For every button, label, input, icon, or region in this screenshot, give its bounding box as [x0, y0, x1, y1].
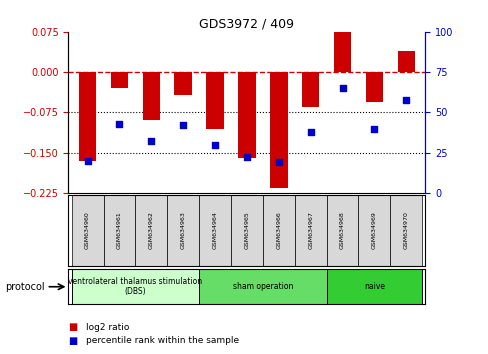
- Text: GSM634960: GSM634960: [85, 211, 90, 249]
- Bar: [206, 72, 224, 129]
- Text: GSM634963: GSM634963: [181, 211, 185, 249]
- Bar: [167, 195, 199, 266]
- Point: [243, 155, 250, 160]
- Bar: [333, 28, 350, 72]
- Bar: [135, 195, 167, 266]
- Text: protocol: protocol: [5, 282, 44, 292]
- Bar: [269, 72, 287, 188]
- Point: [83, 158, 91, 164]
- Text: ventrolateral thalamus stimulation
(DBS): ventrolateral thalamus stimulation (DBS): [68, 277, 202, 296]
- Bar: [103, 195, 135, 266]
- Bar: [397, 51, 414, 72]
- Text: percentile rank within the sample: percentile rank within the sample: [85, 336, 238, 345]
- Point: [211, 142, 219, 147]
- Point: [370, 126, 378, 131]
- Text: GSM634969: GSM634969: [371, 211, 376, 249]
- Point: [306, 129, 314, 135]
- Text: GSM634961: GSM634961: [117, 211, 122, 249]
- Bar: [365, 72, 383, 102]
- Text: naive: naive: [363, 282, 384, 291]
- Bar: [72, 269, 199, 304]
- Bar: [79, 72, 96, 161]
- Text: GSM634967: GSM634967: [307, 211, 312, 249]
- Text: sham operation: sham operation: [232, 282, 292, 291]
- Bar: [230, 195, 263, 266]
- Bar: [389, 195, 421, 266]
- Point: [274, 160, 282, 165]
- Bar: [326, 269, 421, 304]
- Bar: [199, 269, 326, 304]
- Point: [402, 97, 409, 102]
- Text: GSM634965: GSM634965: [244, 211, 249, 249]
- Text: GSM634966: GSM634966: [276, 211, 281, 249]
- Bar: [72, 195, 103, 266]
- Bar: [358, 195, 389, 266]
- Text: GSM634964: GSM634964: [212, 211, 217, 249]
- Point: [179, 122, 187, 128]
- Bar: [326, 195, 358, 266]
- Text: ■: ■: [68, 336, 78, 346]
- Bar: [110, 72, 128, 88]
- Point: [147, 138, 155, 144]
- Bar: [301, 72, 319, 107]
- Bar: [238, 72, 255, 158]
- Bar: [263, 195, 294, 266]
- Point: [115, 121, 123, 126]
- Bar: [199, 195, 230, 266]
- Bar: [142, 72, 160, 120]
- Bar: [174, 72, 192, 95]
- Point: [338, 85, 346, 91]
- Title: GDS3972 / 409: GDS3972 / 409: [199, 18, 294, 31]
- Text: GSM634962: GSM634962: [148, 211, 154, 249]
- Bar: [294, 195, 326, 266]
- Text: ■: ■: [68, 322, 78, 332]
- Text: GSM634968: GSM634968: [339, 211, 345, 249]
- Text: log2 ratio: log2 ratio: [85, 323, 129, 332]
- Text: GSM634970: GSM634970: [403, 211, 408, 249]
